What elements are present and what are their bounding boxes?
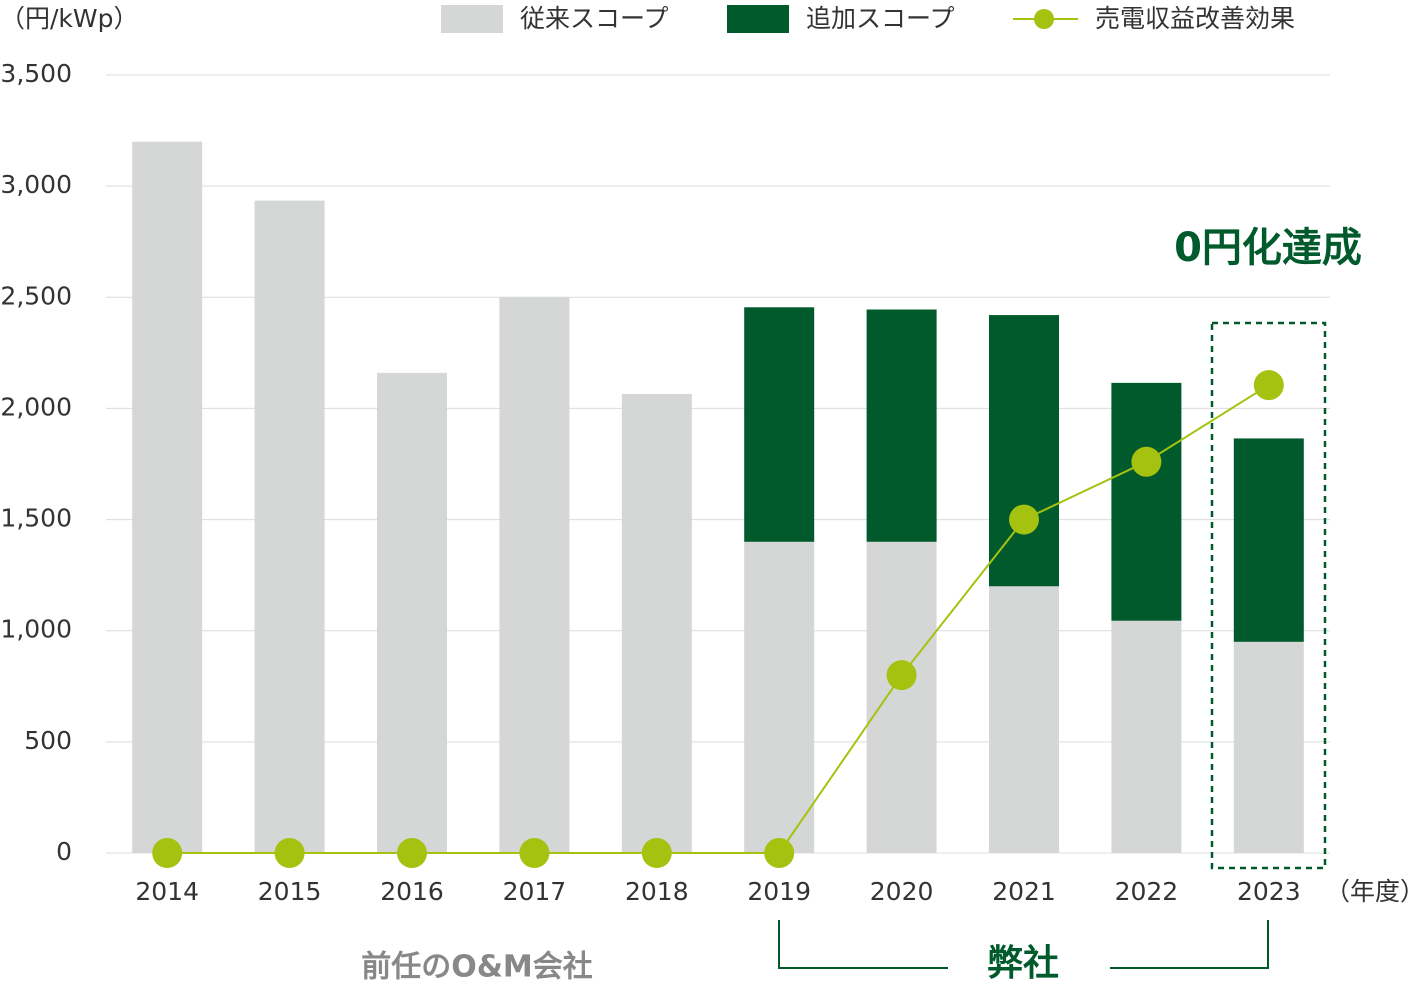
ours-annotation: 弊社 [987,943,1059,984]
bracket [1110,920,1269,969]
line [167,384,1270,854]
x-tick-label: 2015 [258,877,322,906]
bar [866,541,937,853]
y-axis-label: （円/kWp） [0,4,139,33]
bar [744,307,815,542]
x-tick-label: 2014 [135,877,199,906]
x-tick-label: 2016 [380,877,444,906]
bar [744,541,815,853]
legend-swatch [1034,9,1054,29]
bar [377,372,447,853]
bar [621,393,692,853]
legend-label: 追加スコープ [806,4,955,33]
legend-label: 従来スコープ [520,4,669,33]
x-axis-label: （年度） [1325,877,1408,906]
point [397,838,427,868]
y-tick-label: 500 [24,726,72,755]
x-tick-label: 2020 [870,877,934,906]
point [641,838,672,868]
point [886,660,917,691]
point [1009,504,1039,535]
x-tick-label: 2021 [992,877,1056,906]
x-tick-label: 2023 [1237,877,1301,906]
y-tick-label: 3,500 [0,59,72,88]
bar [499,297,570,853]
y-tick-label: 0 [56,837,72,866]
x-tick-label: 2019 [747,877,811,906]
point [152,838,183,868]
plot: 0 500 1,000 1,500 2,000 2,500 3,000 3,500 2014 20… [0,59,1330,906]
legend-label: 売電収益改善効果 [1095,4,1295,33]
point [274,838,305,868]
legend-swatch [727,5,789,33]
x-tick-label: 2022 [1115,877,1179,906]
point [519,838,550,868]
highlight-annotation: 0円化達成 [1174,225,1362,271]
bar [989,315,1059,587]
point [1253,370,1284,401]
y-tick-label: 3,000 [0,170,72,199]
y-tick-label: 1,500 [0,504,72,533]
highlight-box [1210,321,1327,870]
y-tick-label: 1,000 [0,615,72,644]
bar [1111,382,1182,621]
point [1131,446,1162,477]
bar [132,141,203,853]
x-tick-label: 2018 [625,877,689,906]
bar [989,586,1059,853]
bar [1233,438,1304,642]
y-tick-label: 2,500 [0,281,72,310]
y-tick-label: 2,000 [0,392,72,421]
bar [866,309,937,542]
bracket [778,920,948,969]
previous-annotation: 前任のO&M会社 [361,950,593,985]
x-tick-label: 2017 [503,877,567,906]
point [764,838,795,868]
bar [1111,620,1182,853]
legend-swatch [441,5,503,33]
bar [254,200,325,853]
bar [1233,641,1304,853]
